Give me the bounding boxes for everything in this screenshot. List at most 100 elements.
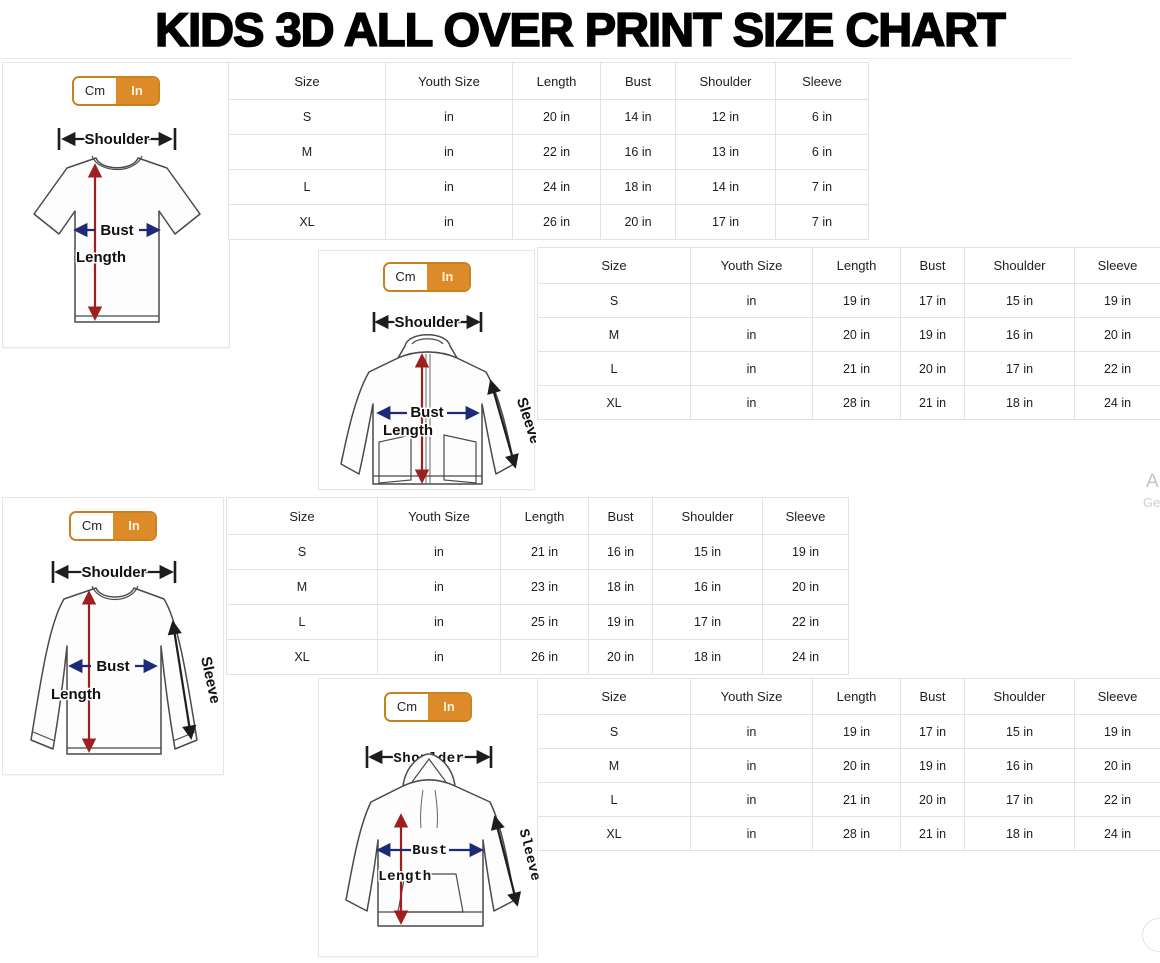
size-cell: 21 in xyxy=(812,782,901,817)
size-cell: 17 in xyxy=(675,204,776,240)
header-row: Size Youth Size Length Bust Shoulder Sleeve xyxy=(537,247,1160,284)
zip-hoodie-diagram-icon: Shoulder Bust Length Sleeve xyxy=(340,312,536,485)
size-cell: 18 in xyxy=(588,569,653,605)
size-cell: S xyxy=(537,283,691,318)
size-cell: XL xyxy=(537,816,691,851)
tshirt-diagram-icon: Shoulder Bust Length xyxy=(33,128,201,323)
size-cell: M xyxy=(537,317,691,352)
unit-toggle[interactable]: Cm In xyxy=(69,511,157,541)
column-header: Youth Size xyxy=(385,62,513,100)
size-cell: 17 in xyxy=(900,283,965,318)
size-cell: 6 in xyxy=(775,134,869,170)
size-cell: in xyxy=(690,283,813,318)
cut-off-corner-button[interactable] xyxy=(1142,918,1160,952)
size-cell: 23 in xyxy=(500,569,589,605)
in-toggle-button[interactable]: In xyxy=(116,78,158,104)
long-sleeve-outline xyxy=(30,587,198,755)
column-header: Bust xyxy=(900,247,965,284)
cm-toggle-button[interactable]: Cm xyxy=(384,264,427,290)
column-header: Size xyxy=(228,62,386,100)
column-header: Size xyxy=(226,497,378,535)
size-cell: 6 in xyxy=(775,99,869,135)
size-cell: 22 in xyxy=(1074,351,1160,386)
size-cell: in xyxy=(377,639,501,675)
size-cell: 26 in xyxy=(512,204,601,240)
size-cell: 22 in xyxy=(1074,782,1160,817)
column-header: Sleeve xyxy=(775,62,869,100)
in-toggle-button[interactable]: In xyxy=(113,513,155,539)
hoodie-diagram-icon: Shoulder Bust Length Sleeve xyxy=(345,746,539,927)
cm-toggle-button[interactable]: Cm xyxy=(74,78,116,104)
size-cell: in xyxy=(690,385,813,420)
unit-toggle[interactable]: Cm In xyxy=(384,692,472,722)
size-cell: 24 in xyxy=(1074,385,1160,420)
column-header: Sleeve xyxy=(762,497,849,535)
cut-off-watermark: A Ge xyxy=(1143,471,1160,509)
size-cell: in xyxy=(690,816,813,851)
size-cell: in xyxy=(385,169,513,205)
column-header: Shoulder xyxy=(675,62,776,100)
size-cell: 26 in xyxy=(500,639,589,675)
in-toggle-button[interactable]: In xyxy=(428,694,470,720)
size-cell: 14 in xyxy=(600,99,676,135)
size-cell: 19 in xyxy=(1074,283,1160,318)
tshirt-outline xyxy=(33,157,201,323)
unit-toggle[interactable]: Cm In xyxy=(382,262,471,292)
size-cell: 17 in xyxy=(964,782,1075,817)
page-title: KIDS 3D ALL OVER PRINT SIZE CHART xyxy=(154,2,1006,57)
size-cell: 19 in xyxy=(762,534,849,570)
unit-toggle[interactable]: Cm In xyxy=(72,76,160,106)
table-row: XL in 26 in 20 in 18 in 24 in xyxy=(226,639,849,675)
size-cell: 19 in xyxy=(812,714,901,749)
header-row: Size Youth Size Length Bust Shoulder Sleeve xyxy=(226,497,849,535)
cm-toggle-button[interactable]: Cm xyxy=(71,513,113,539)
size-cell: 28 in xyxy=(812,816,901,851)
header-row: Size Youth Size Length Bust Shoulder Sleeve xyxy=(228,62,869,100)
in-toggle-button[interactable]: In xyxy=(426,264,469,290)
long-sleeve-diagram-icon: Shoulder Bust Length Sleeve xyxy=(30,561,225,755)
shoulder-measure-label: Shoulder xyxy=(394,314,459,331)
size-cell: 20 in xyxy=(588,639,653,675)
column-header: Size xyxy=(537,678,691,715)
size-cell: 20 in xyxy=(762,569,849,605)
size-cell: in xyxy=(690,714,813,749)
column-header: Length xyxy=(500,497,589,535)
bust-measure-label: Bust xyxy=(410,404,443,421)
watermark-text: A xyxy=(1146,471,1159,492)
size-cell: in xyxy=(690,317,813,352)
size-cell: 15 in xyxy=(652,534,763,570)
size-cell: 17 in xyxy=(964,351,1075,386)
size-cell: 18 in xyxy=(964,385,1075,420)
length-measure-label: Length xyxy=(51,686,101,703)
size-cell: XL xyxy=(228,204,386,240)
size-cell: 25 in xyxy=(500,604,589,640)
sleeve-measure-label: Sleeve xyxy=(515,827,539,883)
cm-toggle-button[interactable]: Cm xyxy=(386,694,428,720)
column-header: Shoulder xyxy=(652,497,763,535)
size-cell: 13 in xyxy=(675,134,776,170)
column-header: Length xyxy=(812,678,901,715)
column-header: Sleeve xyxy=(1074,247,1160,284)
size-cell: 21 in xyxy=(500,534,589,570)
size-cell: 17 in xyxy=(900,714,965,749)
size-cell: L xyxy=(226,604,378,640)
size-cell: 19 in xyxy=(900,748,965,783)
sleeve-measure-label: Sleeve xyxy=(513,395,536,445)
size-cell: in xyxy=(377,534,501,570)
size-cell: 19 in xyxy=(1074,714,1160,749)
size-cell: 20 in xyxy=(900,351,965,386)
length-measure-label: Length xyxy=(76,249,126,266)
size-cell: 16 in xyxy=(600,134,676,170)
table-row: XL in 28 in 21 in 18 in 24 in xyxy=(537,816,1160,851)
table-row: XL in 26 in 20 in 17 in 7 in xyxy=(228,204,869,240)
size-cell: M xyxy=(226,569,378,605)
hoodie-outline xyxy=(345,779,516,927)
